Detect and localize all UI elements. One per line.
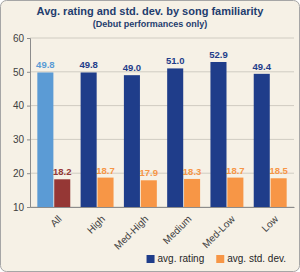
bar xyxy=(271,178,287,207)
data-label: 18.3 xyxy=(183,166,202,177)
bar xyxy=(167,68,183,207)
y-tick-label: 30 xyxy=(13,134,25,145)
y-tick-label: 50 xyxy=(13,67,25,78)
legend-swatch xyxy=(147,255,155,263)
x-tick-label: Low xyxy=(259,213,280,234)
y-tick: 50 xyxy=(13,67,30,78)
y-axis: 10 20 30 40 50 60 xyxy=(13,33,31,213)
x-tick-label: All xyxy=(48,213,64,229)
data-labels: 49.8 49.8 49.0 51.0 52.9 49.4 18.2 18.7 17.9 18.3… xyxy=(36,49,288,178)
y-tick-mark xyxy=(27,106,30,107)
bar xyxy=(37,72,53,207)
data-label: 49.0 xyxy=(123,62,142,73)
data-label: 51.0 xyxy=(166,55,185,66)
data-label: 18.7 xyxy=(96,165,115,176)
grid xyxy=(30,38,294,207)
x-axis: All HighMed-High MediumMed-Low Low xyxy=(31,207,295,252)
legend-swatch xyxy=(216,255,224,263)
data-label: 18.5 xyxy=(269,165,288,176)
x-axis-line xyxy=(31,207,295,208)
data-label: 49.4 xyxy=(253,61,272,72)
y-tick: 40 xyxy=(13,100,30,111)
bar xyxy=(54,179,70,207)
y-tick-mark xyxy=(27,139,30,140)
y-tick-label: 10 xyxy=(13,202,25,213)
bar xyxy=(227,178,243,207)
x-tick: All xyxy=(48,207,64,229)
data-label: 49.8 xyxy=(36,59,55,70)
y-tick-mark xyxy=(27,173,30,174)
legend-item: avg. rating xyxy=(147,253,205,264)
x-tick: Med-Low xyxy=(200,207,237,250)
bar xyxy=(81,72,97,207)
background xyxy=(1,1,300,272)
bar xyxy=(141,180,157,207)
bar xyxy=(254,74,270,207)
chart: Avg. rating and std. dev. by song famili… xyxy=(0,0,300,272)
x-tick-label: Med-High xyxy=(112,213,150,251)
x-tick-label: Medium xyxy=(161,213,194,246)
y-tick: 30 xyxy=(13,134,30,145)
legend-item: avg. std. dev. xyxy=(216,253,286,264)
grid-line xyxy=(30,38,294,39)
y-tick-label: 40 xyxy=(13,100,25,111)
bars xyxy=(37,62,286,207)
x-tick: Med-High xyxy=(112,207,150,252)
bar xyxy=(124,75,140,207)
x-tick-label: Med-Low xyxy=(200,213,237,250)
subtitle: (Debut performances only) xyxy=(93,19,208,29)
y-tick: 60 xyxy=(13,33,30,44)
x-tick: Medium xyxy=(161,207,194,246)
y-tick: 10 xyxy=(13,202,30,213)
legend-label: avg. rating xyxy=(158,253,205,264)
y-tick: 20 xyxy=(13,168,30,179)
bar xyxy=(184,179,200,207)
title: Avg. rating and std. dev. by song famili… xyxy=(37,5,265,17)
plot: 49.8 49.8 49.0 51.0 52.9 49.4 18.2 18.7 17.9 18.3… xyxy=(13,33,295,252)
y-tick-label: 60 xyxy=(13,33,25,44)
y-axis-line xyxy=(27,39,31,208)
bar xyxy=(210,62,226,207)
bar xyxy=(98,178,114,207)
data-label: 49.8 xyxy=(79,59,98,70)
data-label: 18.2 xyxy=(53,166,72,177)
data-label: 52.9 xyxy=(209,49,228,60)
data-label: 17.9 xyxy=(140,167,159,178)
y-tick-label: 20 xyxy=(13,168,25,179)
data-label: 18.7 xyxy=(226,165,245,176)
legend: avg. rating avg. std. dev. xyxy=(147,253,286,264)
y-tick-mark xyxy=(27,38,30,39)
x-tick: Low xyxy=(259,207,280,234)
x-tick-label: High xyxy=(85,213,107,235)
y-tick-mark xyxy=(27,72,30,73)
legend-label: avg. std. dev. xyxy=(227,253,286,264)
y-tick-mark xyxy=(27,207,30,208)
x-tick: High xyxy=(85,207,107,236)
